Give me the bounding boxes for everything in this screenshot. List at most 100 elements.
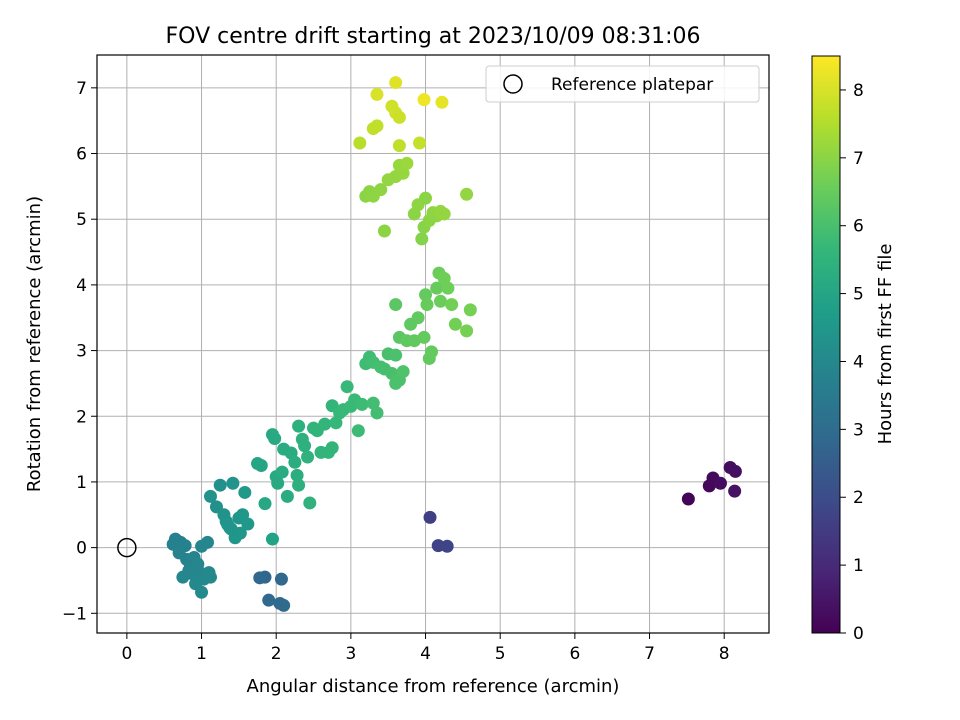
data-point	[415, 232, 429, 246]
data-point	[400, 156, 414, 170]
colorbar-tick-label: 5	[853, 285, 864, 305]
legend: Reference platepar	[485, 65, 760, 103]
y-tick-label: 1	[76, 473, 87, 493]
data-point	[430, 281, 444, 295]
data-point	[437, 207, 451, 221]
colorbar-tick-label: 1	[853, 556, 864, 576]
data-point	[713, 476, 727, 490]
data-point	[280, 489, 294, 503]
data-point	[460, 187, 474, 201]
data-point	[392, 139, 406, 153]
data-point	[288, 455, 302, 469]
legend-label: Reference platepar	[551, 75, 713, 95]
data-point	[396, 166, 410, 180]
colorbar-tick-label: 6	[853, 217, 864, 237]
data-point	[441, 281, 455, 295]
data-point	[389, 298, 403, 312]
x-tick-label: 4	[420, 644, 431, 664]
x-tick-label: 3	[345, 644, 356, 664]
data-point	[290, 468, 304, 482]
data-point	[213, 478, 227, 492]
colorbar-tick-label: 8	[853, 81, 864, 101]
data-point	[728, 484, 742, 498]
legend-marker-icon	[503, 74, 523, 94]
x-axis-label: Angular distance from reference (arcmin)	[247, 676, 620, 697]
data-point	[728, 464, 742, 478]
data-point	[463, 303, 477, 317]
y-tick-label: −1	[62, 604, 87, 624]
data-point	[265, 532, 279, 546]
data-point	[303, 496, 317, 510]
data-point	[201, 535, 215, 549]
x-tick-label: 8	[719, 644, 730, 664]
legend-box	[485, 65, 760, 103]
data-point	[370, 406, 384, 420]
data-point	[224, 522, 238, 536]
data-point	[325, 441, 339, 455]
data-point	[440, 539, 454, 553]
data-point	[268, 432, 282, 446]
data-point	[419, 191, 433, 205]
data-point	[419, 288, 433, 302]
data-point	[241, 517, 255, 531]
x-tick-label: 6	[569, 644, 580, 664]
data-point	[425, 345, 439, 359]
data-point	[413, 136, 427, 150]
axis-ticks: 0 1 2 3 4 5 6 7 8 −1 0 1 2 3 4 5 6 7	[62, 79, 730, 664]
plot-frame	[96, 54, 770, 634]
data-point	[351, 424, 365, 438]
colorbar-tick-label: 2	[853, 488, 864, 508]
data-point	[396, 365, 410, 379]
y-tick-label: 6	[76, 145, 87, 165]
data-point	[353, 136, 367, 150]
data-point	[389, 348, 403, 362]
data-point	[271, 476, 285, 490]
x-tick-label: 1	[196, 644, 207, 664]
data-point	[681, 492, 695, 506]
data-point	[182, 564, 196, 578]
data-point	[258, 497, 272, 511]
colorbar-tick-label: 7	[853, 149, 864, 169]
data-point	[377, 224, 391, 238]
data-point	[301, 450, 315, 464]
x-tick-label: 0	[121, 644, 132, 664]
data-point	[292, 419, 306, 433]
y-tick-label: 4	[76, 276, 87, 296]
data-point	[374, 183, 388, 197]
data-point	[389, 76, 403, 90]
data-point	[366, 396, 380, 410]
data-point	[275, 465, 289, 479]
x-tick-label: 2	[271, 644, 282, 664]
data-point	[355, 397, 369, 411]
reference-point-marker	[117, 537, 137, 558]
data-point	[423, 510, 437, 524]
y-tick-label: 3	[76, 342, 87, 362]
colorbar-label: Hours from first FF file	[875, 244, 896, 445]
data-point	[189, 577, 203, 591]
data-point	[460, 324, 474, 338]
data-point	[226, 476, 240, 490]
data-point	[417, 93, 431, 107]
x-tick-label: 5	[495, 644, 506, 664]
y-tick-label: 5	[76, 210, 87, 230]
chart-title: FOV centre drift starting at 2023/10/09 …	[166, 24, 701, 49]
data-point	[435, 95, 449, 109]
colorbar-gradient	[811, 55, 841, 634]
data-point	[411, 311, 425, 325]
data-point	[203, 570, 217, 584]
data-point	[433, 294, 447, 308]
data-point	[329, 416, 343, 430]
data-point	[420, 298, 434, 312]
y-axis-label: Rotation from reference (arcmin)	[24, 196, 45, 492]
data-point	[448, 317, 462, 331]
data-point	[253, 571, 267, 585]
y-tick-label: 2	[76, 407, 87, 427]
x-tick-label: 7	[644, 644, 655, 664]
data-point	[318, 417, 332, 431]
data-point	[370, 119, 384, 133]
data-point	[392, 110, 406, 124]
data-point	[340, 380, 354, 394]
data-point	[277, 598, 291, 612]
data-point	[203, 489, 217, 503]
